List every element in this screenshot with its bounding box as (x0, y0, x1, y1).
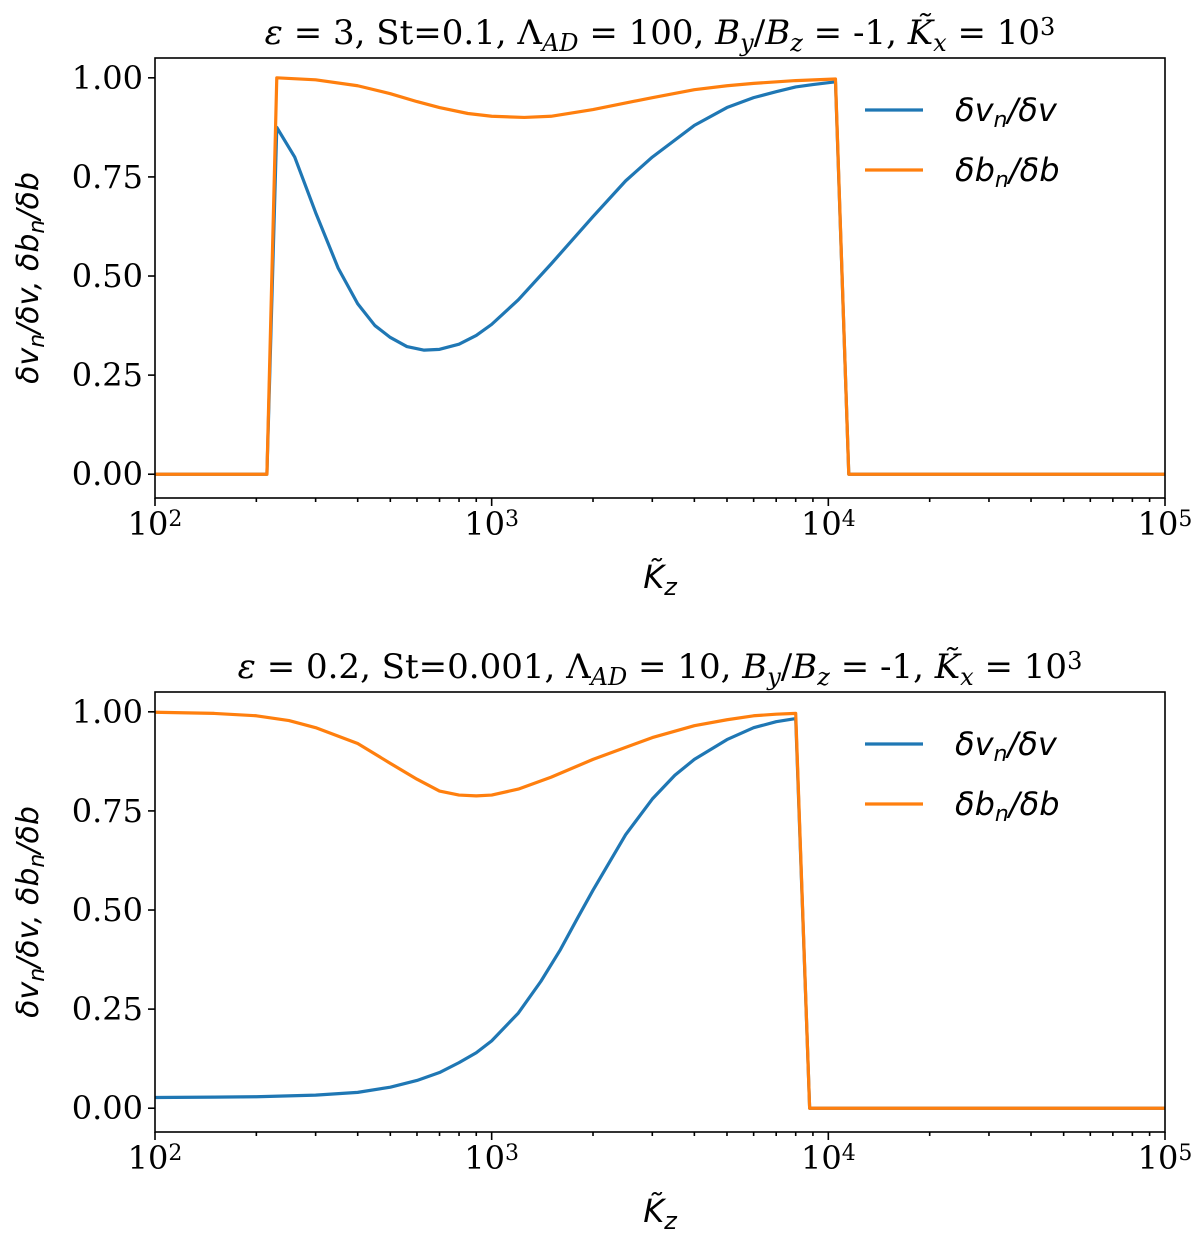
series-line-dbn-db (155, 76, 1165, 476)
chart-title-part: Λ (516, 13, 542, 53)
x-tick-exponent: 3 (505, 1141, 519, 1166)
chart-title-part: Λ (565, 647, 591, 687)
x-tick-label: 103 (464, 505, 519, 543)
y-tick-label: 1.00 (72, 59, 143, 97)
x-tick-label: 105 (1138, 505, 1193, 543)
chart-title-part: ε (238, 647, 256, 687)
legend-label-dbn-db: δbn/δb (955, 785, 1060, 827)
y-tick-label: 0.75 (72, 792, 143, 830)
x-tick-label: 103 (464, 1139, 519, 1177)
x-tick-base: 10 (801, 1139, 842, 1177)
x-axis-label: K̃z (643, 558, 678, 601)
chart-title-part: AD (589, 663, 628, 691)
x-tick-base: 10 (1138, 505, 1179, 543)
chart-title: ε = 0.2, St=0.001, ΛAD = 10, By/Bz = -1,… (238, 647, 1083, 691)
x-tick-base: 10 (128, 1139, 169, 1177)
y-tick-label: 1.00 (72, 693, 143, 731)
x-tick-base: 10 (464, 1139, 505, 1177)
chart-title-part: y (766, 663, 781, 691)
chart-title-part: 3 (1067, 647, 1082, 675)
x-tick-base: 10 (801, 505, 842, 543)
chart-title-part: B (791, 647, 817, 687)
x-tick-label: 104 (801, 1139, 856, 1177)
x-tick-exponent: 5 (1178, 507, 1192, 532)
chart-title-part: = 100, (579, 13, 716, 53)
y-tick-label: 0.00 (72, 455, 143, 493)
chart-title-part: B (741, 647, 767, 687)
chart-title-part: = 3, St=0.1, (283, 13, 517, 53)
chart-panel-top: ε = 3, St=0.1, ΛAD = 100, By/Bz = -1, K̃… (11, 13, 1192, 601)
y-tick-label: 0.25 (72, 356, 143, 394)
x-tick-label: 104 (801, 505, 856, 543)
chart-title: ε = 3, St=0.1, ΛAD = 100, By/Bz = -1, K̃… (265, 13, 1056, 57)
series-line-dvn-dv (155, 716, 1165, 1110)
x-tick-exponent: 4 (842, 507, 856, 532)
chart-title-part: z (816, 663, 830, 691)
chart-title-part: = -1, (803, 13, 908, 53)
chart-title-part: = 10 (947, 13, 1040, 53)
x-tick-exponent: 4 (842, 1141, 856, 1166)
chart-title-part: 3 (1040, 13, 1055, 41)
x-tick-exponent: 2 (168, 1141, 182, 1166)
chart-title-part: z (789, 29, 803, 57)
chart-title-part: B (714, 13, 740, 53)
chart-title-part: / (781, 647, 793, 687)
x-tick-exponent: 3 (505, 507, 519, 532)
y-tick-label: 0.50 (72, 891, 143, 929)
series-line-dbn-db (155, 710, 1165, 1110)
chart-panel-bottom: ε = 0.2, St=0.001, ΛAD = 10, By/Bz = -1,… (11, 647, 1192, 1235)
chart-title-part: y (739, 29, 754, 57)
series-line-dvn-dv (155, 80, 1165, 476)
chart-title-part: x (960, 663, 974, 691)
legend-label-dvn-dv: δvn/δv (955, 91, 1058, 133)
chart-title-part: AD (540, 29, 579, 57)
chart-title-part: = 10, (627, 647, 742, 687)
y-axis-label: δvn/δv, δbn/δb (11, 172, 50, 384)
chart-title-part: x (933, 29, 947, 57)
chart-title-part: K̃ (934, 647, 963, 687)
x-tick-label: 105 (1138, 1139, 1193, 1177)
legend-label-dbn-db: δbn/δb (955, 151, 1060, 193)
x-tick-base: 10 (1138, 1139, 1179, 1177)
x-tick-label: 102 (128, 505, 183, 543)
x-tick-base: 10 (128, 505, 169, 543)
y-tick-label: 0.50 (72, 257, 143, 295)
y-tick-label: 0.75 (72, 158, 143, 196)
x-tick-exponent: 5 (1178, 1141, 1192, 1166)
y-tick-label: 0.00 (72, 1089, 143, 1127)
legend-label-dvn-dv: δvn/δv (955, 725, 1058, 767)
chart-title-part: K̃ (907, 13, 936, 53)
plot-area-frame (154, 57, 1166, 499)
chart-title-part: ε (265, 13, 283, 53)
chart-title-part: = -1, (830, 647, 935, 687)
chart-title-part: = 10 (974, 647, 1067, 687)
plot-area-frame (154, 691, 1166, 1133)
x-axis-label: K̃z (643, 1192, 678, 1235)
chart-title-part: = 0.2, St=0.001, (256, 647, 566, 687)
x-tick-exponent: 2 (168, 507, 182, 532)
y-axis-label: δvn/δv, δbn/δb (11, 806, 50, 1018)
chart-title-part: / (754, 13, 766, 53)
chart-title-part: B (764, 13, 790, 53)
x-tick-label: 102 (128, 1139, 183, 1177)
x-tick-base: 10 (464, 505, 505, 543)
y-tick-label: 0.25 (72, 990, 143, 1028)
